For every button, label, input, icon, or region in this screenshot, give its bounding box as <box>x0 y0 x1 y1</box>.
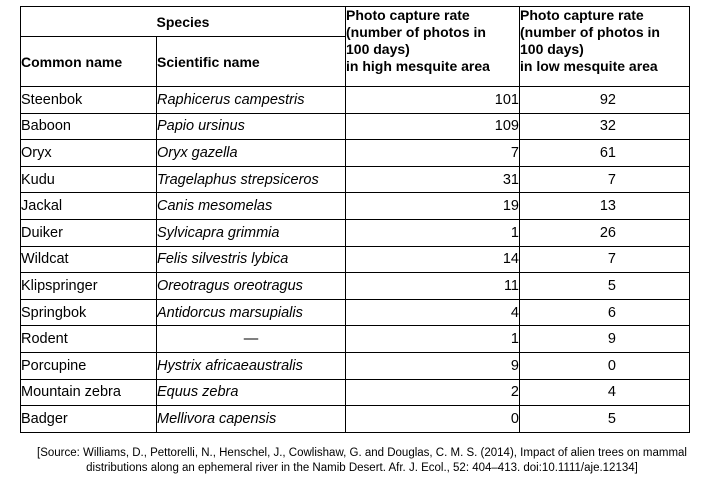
common-name-cell: Klipspringer <box>20 272 157 300</box>
scientific-name-cell: Oryx gazella <box>156 139 346 167</box>
species-capture-table: Species Photo capture rate (number of ph… <box>20 6 690 433</box>
common-name-cell: Mountain zebra <box>20 378 157 407</box>
high-mesquite-rate-cell: 1 <box>345 325 520 353</box>
low-mesquite-rate-cell: 5 <box>519 405 690 433</box>
scientific-name-cell: — <box>156 325 346 353</box>
table-row: Springbok Antidorcus marsupialis 4 6 <box>20 298 690 327</box>
table-row: Klipspringer Oreotragus oreotragus 11 5 <box>20 272 690 300</box>
low-mesquite-rate-cell: 6 <box>519 298 690 327</box>
table-row: Steenbok Raphicerus campestris 101 92 <box>20 86 690 114</box>
low-rate-line-3: 100 days) <box>520 41 584 57</box>
scientific-name-cell: Sylvicapra grimmia <box>156 218 346 247</box>
common-name-cell: Steenbok <box>20 86 157 114</box>
scientific-name-cell: Canis mesomelas <box>156 192 346 220</box>
species-header: Species <box>20 6 346 37</box>
low-mesquite-rate-cell: 13 <box>519 192 690 220</box>
table-row: Duiker Sylvicapra grimmia 1 26 <box>20 218 690 247</box>
high-rate-line-4: in high mesquite area <box>346 58 490 74</box>
low-mesquite-rate-cell: 0 <box>519 351 690 380</box>
common-name-header: Common name <box>20 36 157 87</box>
high-mesquite-rate-cell: 19 <box>345 192 520 220</box>
high-mesquite-rate-cell: 109 <box>345 112 520 141</box>
common-name-cell: Baboon <box>20 112 157 141</box>
high-mesquite-rate-cell: 11 <box>345 272 520 300</box>
high-mesquite-rate-cell: 9 <box>345 351 520 380</box>
scientific-name-cell: Equus zebra <box>156 378 346 407</box>
high-rate-line-1: Photo capture rate <box>346 7 470 23</box>
low-mesquite-rate-cell: 32 <box>519 112 690 141</box>
table-row: Mountain zebra Equus zebra 2 4 <box>20 378 690 407</box>
table-row: Kudu Tragelaphus strepsiceros 31 7 <box>20 165 690 194</box>
scientific-name-cell: Felis silvestris lybica <box>156 245 346 274</box>
table-body: Steenbok Raphicerus campestris 101 92 Baboon… <box>20 86 690 433</box>
high-mesquite-rate-cell: 7 <box>345 139 520 167</box>
low-rate-line-2: (number of photos in <box>520 24 660 40</box>
source-citation: [Source: Williams, D., Pettorelli, N., H… <box>8 446 716 476</box>
source-line-1: [Source: Williams, D., Pettorelli, N., H… <box>37 447 687 459</box>
high-mesquite-rate-cell: 1 <box>345 218 520 247</box>
low-mesquite-rate-header: Photo capture rate (number of photos in … <box>519 6 690 87</box>
low-mesquite-rate-cell: 7 <box>519 245 690 274</box>
scientific-name-header: Scientific name <box>156 36 346 87</box>
high-mesquite-rate-cell: 14 <box>345 245 520 274</box>
common-name-cell: Wildcat <box>20 245 157 274</box>
high-mesquite-rate-cell: 0 <box>345 405 520 433</box>
common-name-cell: Jackal <box>20 192 157 220</box>
source-line-2: distributions along an ephemeral river i… <box>86 462 638 474</box>
common-name-cell: Porcupine <box>20 351 157 380</box>
scientific-name-cell: Papio ursinus <box>156 112 346 141</box>
table-row: Oryx Oryx gazella 7 61 <box>20 139 690 167</box>
low-mesquite-rate-cell: 7 <box>519 165 690 194</box>
scientific-name-cell: Oreotragus oreotragus <box>156 272 346 300</box>
common-name-cell: Springbok <box>20 298 157 327</box>
scientific-name-cell: Raphicerus campestris <box>156 86 346 114</box>
scientific-name-cell: Hystrix africaeaustralis <box>156 351 346 380</box>
low-mesquite-rate-cell: 61 <box>519 139 690 167</box>
table-row: Badger Mellivora capensis 0 5 <box>20 405 690 433</box>
table-row: Rodent —1 9 <box>20 325 690 353</box>
table-row: Jackal Canis mesomelas 19 13 <box>20 192 690 220</box>
low-mesquite-rate-cell: 9 <box>519 325 690 353</box>
common-name-cell: Duiker <box>20 218 157 247</box>
high-mesquite-rate-cell: 31 <box>345 165 520 194</box>
common-name-cell: Badger <box>20 405 157 433</box>
scientific-name-cell: Mellivora capensis <box>156 405 346 433</box>
high-mesquite-rate-cell: 2 <box>345 378 520 407</box>
low-mesquite-rate-cell: 4 <box>519 378 690 407</box>
high-mesquite-rate-cell: 4 <box>345 298 520 327</box>
table-row: Baboon Papio ursinus 109 32 <box>20 112 690 141</box>
low-mesquite-rate-cell: 5 <box>519 272 690 300</box>
table-row: Wildcat Felis silvestris lybica 14 7 <box>20 245 690 274</box>
high-mesquite-rate-header: Photo capture rate (number of photos in … <box>345 6 520 87</box>
common-name-cell: Rodent <box>20 325 157 353</box>
high-rate-line-2: (number of photos in <box>346 24 486 40</box>
common-name-cell: Oryx <box>20 139 157 167</box>
low-rate-line-4: in low mesquite area <box>520 58 658 74</box>
common-name-cell: Kudu <box>20 165 157 194</box>
low-rate-line-1: Photo capture rate <box>520 7 644 23</box>
low-mesquite-rate-cell: 92 <box>519 86 690 114</box>
table-row: Porcupine Hystrix africaeaustralis 9 0 <box>20 351 690 380</box>
high-rate-line-3: 100 days) <box>346 41 410 57</box>
scientific-name-cell: Antidorcus marsupialis <box>156 298 346 327</box>
low-mesquite-rate-cell: 26 <box>519 218 690 247</box>
scientific-name-cell: Tragelaphus strepsiceros <box>156 165 346 194</box>
high-mesquite-rate-cell: 101 <box>345 86 520 114</box>
